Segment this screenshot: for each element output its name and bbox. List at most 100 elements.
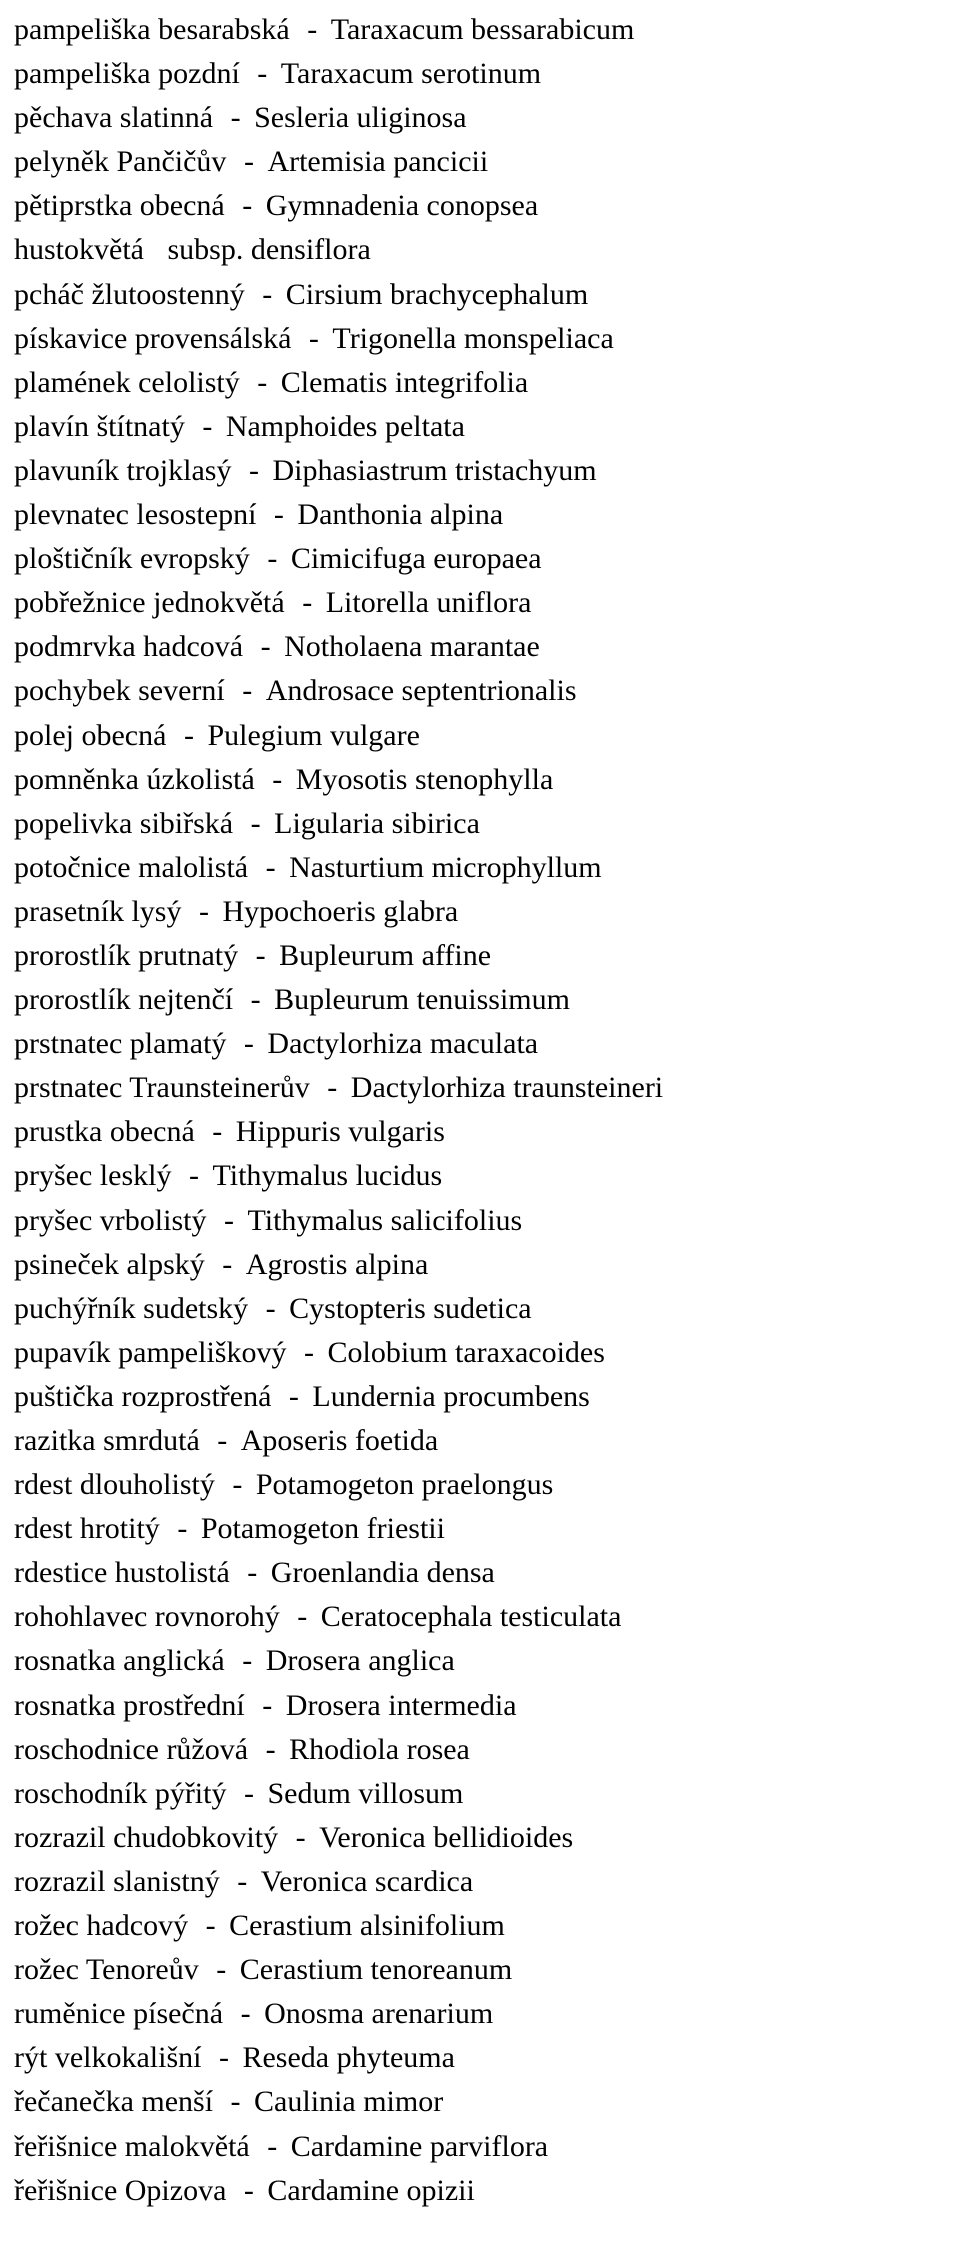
separator: - bbox=[215, 1468, 256, 1501]
species-row: řeřišnice Opizova - Cardamine opizii bbox=[14, 2169, 950, 2213]
species-row: razitka smrdutá - Aposeris foetida bbox=[14, 1419, 950, 1463]
latin-name: Colobium taraxacoides bbox=[327, 1336, 604, 1369]
latin-name: Androsace septentrionalis bbox=[266, 674, 577, 707]
latin-name: Caulinia mimor bbox=[254, 2085, 443, 2118]
species-row: polej obecná - Pulegium vulgare bbox=[14, 714, 950, 758]
czech-name: ruměnice písečná bbox=[14, 1997, 223, 2030]
czech-name: rozrazil chudobkovitý bbox=[14, 1821, 278, 1854]
czech-name: pětiprstka obecná bbox=[14, 189, 225, 222]
latin-name: Reseda phyteuma bbox=[242, 2041, 454, 2074]
latin-name: Pulegium vulgare bbox=[207, 719, 419, 752]
species-row: roschodník pýřitý - Sedum villosum bbox=[14, 1772, 950, 1816]
species-row: puštička rozprostřená - Lundernia procum… bbox=[14, 1375, 950, 1419]
latin-name: Veronica scardica bbox=[261, 1865, 473, 1898]
latin-name: Groenlandia densa bbox=[271, 1556, 495, 1589]
czech-name: prorostlík nejtenčí bbox=[14, 983, 233, 1016]
latin-name: Rhodiola rosea bbox=[289, 1733, 470, 1766]
separator: - bbox=[248, 1292, 289, 1325]
latin-name: Notholaena marantae bbox=[284, 630, 540, 663]
species-row: rdest hrotitý - Potamogeton friestii bbox=[14, 1507, 950, 1551]
latin-name: Potamogeton friestii bbox=[201, 1512, 445, 1545]
species-row: pryšec lesklý - Tithymalus lucidus bbox=[14, 1154, 950, 1198]
czech-name: pomněnka úzkolistá bbox=[14, 763, 255, 796]
czech-name: rosnatka anglická bbox=[14, 1644, 225, 1677]
latin-name: Cystopteris sudetica bbox=[289, 1292, 531, 1325]
separator: - bbox=[255, 763, 296, 796]
czech-name: ploštičník evropský bbox=[14, 542, 250, 575]
czech-name: pampeliška besarabská bbox=[14, 13, 290, 46]
separator: - bbox=[166, 719, 207, 752]
czech-name: pobřežnice jednokvětá bbox=[14, 586, 285, 619]
separator: - bbox=[201, 2041, 242, 2074]
species-row: popelivka sibiřská - Ligularia sibirica bbox=[14, 802, 950, 846]
species-row: plavuník trojklasý - Diphasiastrum trist… bbox=[14, 449, 950, 493]
latin-name: Drosera anglica bbox=[266, 1644, 455, 1677]
czech-name: prstnatec Traunsteinerův bbox=[14, 1071, 310, 1104]
species-row: plevnatec lesostepní - Danthonia alpina bbox=[14, 493, 950, 537]
species-row: prstnatec plamatý - Dactylorhiza maculat… bbox=[14, 1022, 950, 1066]
czech-name: razitka smrdutá bbox=[14, 1424, 200, 1457]
separator: - bbox=[226, 1027, 267, 1060]
separator: - bbox=[160, 1512, 201, 1545]
species-row: řeřišnice malokvětá - Cardamine parviflo… bbox=[14, 2125, 950, 2169]
czech-name: rožec Tenoreův bbox=[14, 1953, 199, 1986]
czech-name: prustka obecná bbox=[14, 1115, 195, 1148]
species-row: hustokvětá subsp. densiflora bbox=[14, 228, 950, 272]
species-row: pryšec vrbolistý - Tithymalus salicifoli… bbox=[14, 1199, 950, 1243]
latin-name: Hippuris vulgaris bbox=[236, 1115, 445, 1148]
czech-name: prorostlík prutnatý bbox=[14, 939, 238, 972]
species-row: pěchava slatinná - Sesleria uliginosa bbox=[14, 96, 950, 140]
czech-name: rožec hadcový bbox=[14, 1909, 188, 1942]
separator: - bbox=[195, 1115, 236, 1148]
species-list: pampeliška besarabská - Taraxacum bessar… bbox=[0, 0, 960, 2225]
latin-name: Taraxacum serotinum bbox=[281, 57, 541, 90]
species-row: prorostlík nejtenčí - Bupleurum tenuissi… bbox=[14, 978, 950, 1022]
separator: - bbox=[250, 2130, 291, 2163]
species-row: pomněnka úzkolistá - Myosotis stenophyll… bbox=[14, 758, 950, 802]
czech-name: roschodník pýřitý bbox=[14, 1777, 226, 1810]
separator: - bbox=[240, 366, 281, 399]
czech-name: pampeliška pozdní bbox=[14, 57, 240, 90]
latin-name: Nasturtium microphyllum bbox=[289, 851, 601, 884]
czech-name: podmrvka hadcová bbox=[14, 630, 243, 663]
czech-name: pískavice provensálská bbox=[14, 322, 291, 355]
separator: - bbox=[285, 586, 326, 619]
latin-name: Bupleurum affine bbox=[279, 939, 491, 972]
species-row: rdest dlouholistý - Potamogeton praelong… bbox=[14, 1463, 950, 1507]
separator: - bbox=[233, 983, 274, 1016]
latin-name: Artemisia pancicii bbox=[267, 145, 488, 178]
separator: - bbox=[278, 1821, 319, 1854]
latin-name: Onosma arenarium bbox=[264, 1997, 493, 2030]
latin-name: Gymnadenia conopsea bbox=[266, 189, 538, 222]
czech-name: hustokvětá bbox=[14, 233, 144, 266]
separator: - bbox=[226, 1777, 267, 1810]
latin-name: Dactylorhiza maculata bbox=[267, 1027, 538, 1060]
czech-name: puchýřník sudetský bbox=[14, 1292, 248, 1325]
species-row: rýt velkokališní - Reseda phyteuma bbox=[14, 2036, 950, 2080]
latin-name: Myosotis stenophylla bbox=[296, 763, 554, 796]
separator: - bbox=[223, 1997, 264, 2030]
czech-name: rohohlavec rovnorohý bbox=[14, 1600, 280, 1633]
species-row: rožec hadcový - Cerastium alsinifolium bbox=[14, 1904, 950, 1948]
separator: - bbox=[205, 1248, 246, 1281]
species-row: prstnatec Traunsteinerův - Dactylorhiza … bbox=[14, 1066, 950, 1110]
czech-name: pcháč žlutoostenný bbox=[14, 278, 245, 311]
latin-name: Bupleurum tenuissimum bbox=[274, 983, 570, 1016]
latin-name: Trigonella monspeliaca bbox=[332, 322, 613, 355]
latin-name: Cardamine opizii bbox=[267, 2174, 474, 2207]
separator: - bbox=[230, 1556, 271, 1589]
separator: - bbox=[199, 1953, 240, 1986]
czech-name: pupavík pampeliškový bbox=[14, 1336, 286, 1369]
latin-name: Cirsium brachycephalum bbox=[286, 278, 588, 311]
czech-name: řečanečka menší bbox=[14, 2085, 213, 2118]
separator: - bbox=[250, 542, 291, 575]
species-row: pcháč žlutoostenný - Cirsium brachycepha… bbox=[14, 273, 950, 317]
czech-name: řeřišnice Opizova bbox=[14, 2174, 226, 2207]
species-row: psineček alpský - Agrostis alpina bbox=[14, 1243, 950, 1287]
czech-name: popelivka sibiřská bbox=[14, 807, 233, 840]
separator: - bbox=[220, 1865, 261, 1898]
separator: - bbox=[291, 322, 332, 355]
separator: - bbox=[248, 851, 289, 884]
latin-name: Agrostis alpina bbox=[246, 1248, 428, 1281]
czech-name: plavín štítnatý bbox=[14, 410, 185, 443]
